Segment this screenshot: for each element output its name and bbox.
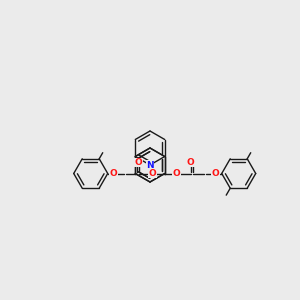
- Text: O: O: [135, 158, 142, 167]
- Text: O: O: [212, 169, 220, 178]
- Text: O: O: [149, 169, 157, 178]
- Text: O: O: [187, 158, 195, 167]
- Text: O: O: [110, 169, 118, 178]
- Text: O: O: [173, 169, 181, 178]
- Text: N: N: [146, 160, 154, 169]
